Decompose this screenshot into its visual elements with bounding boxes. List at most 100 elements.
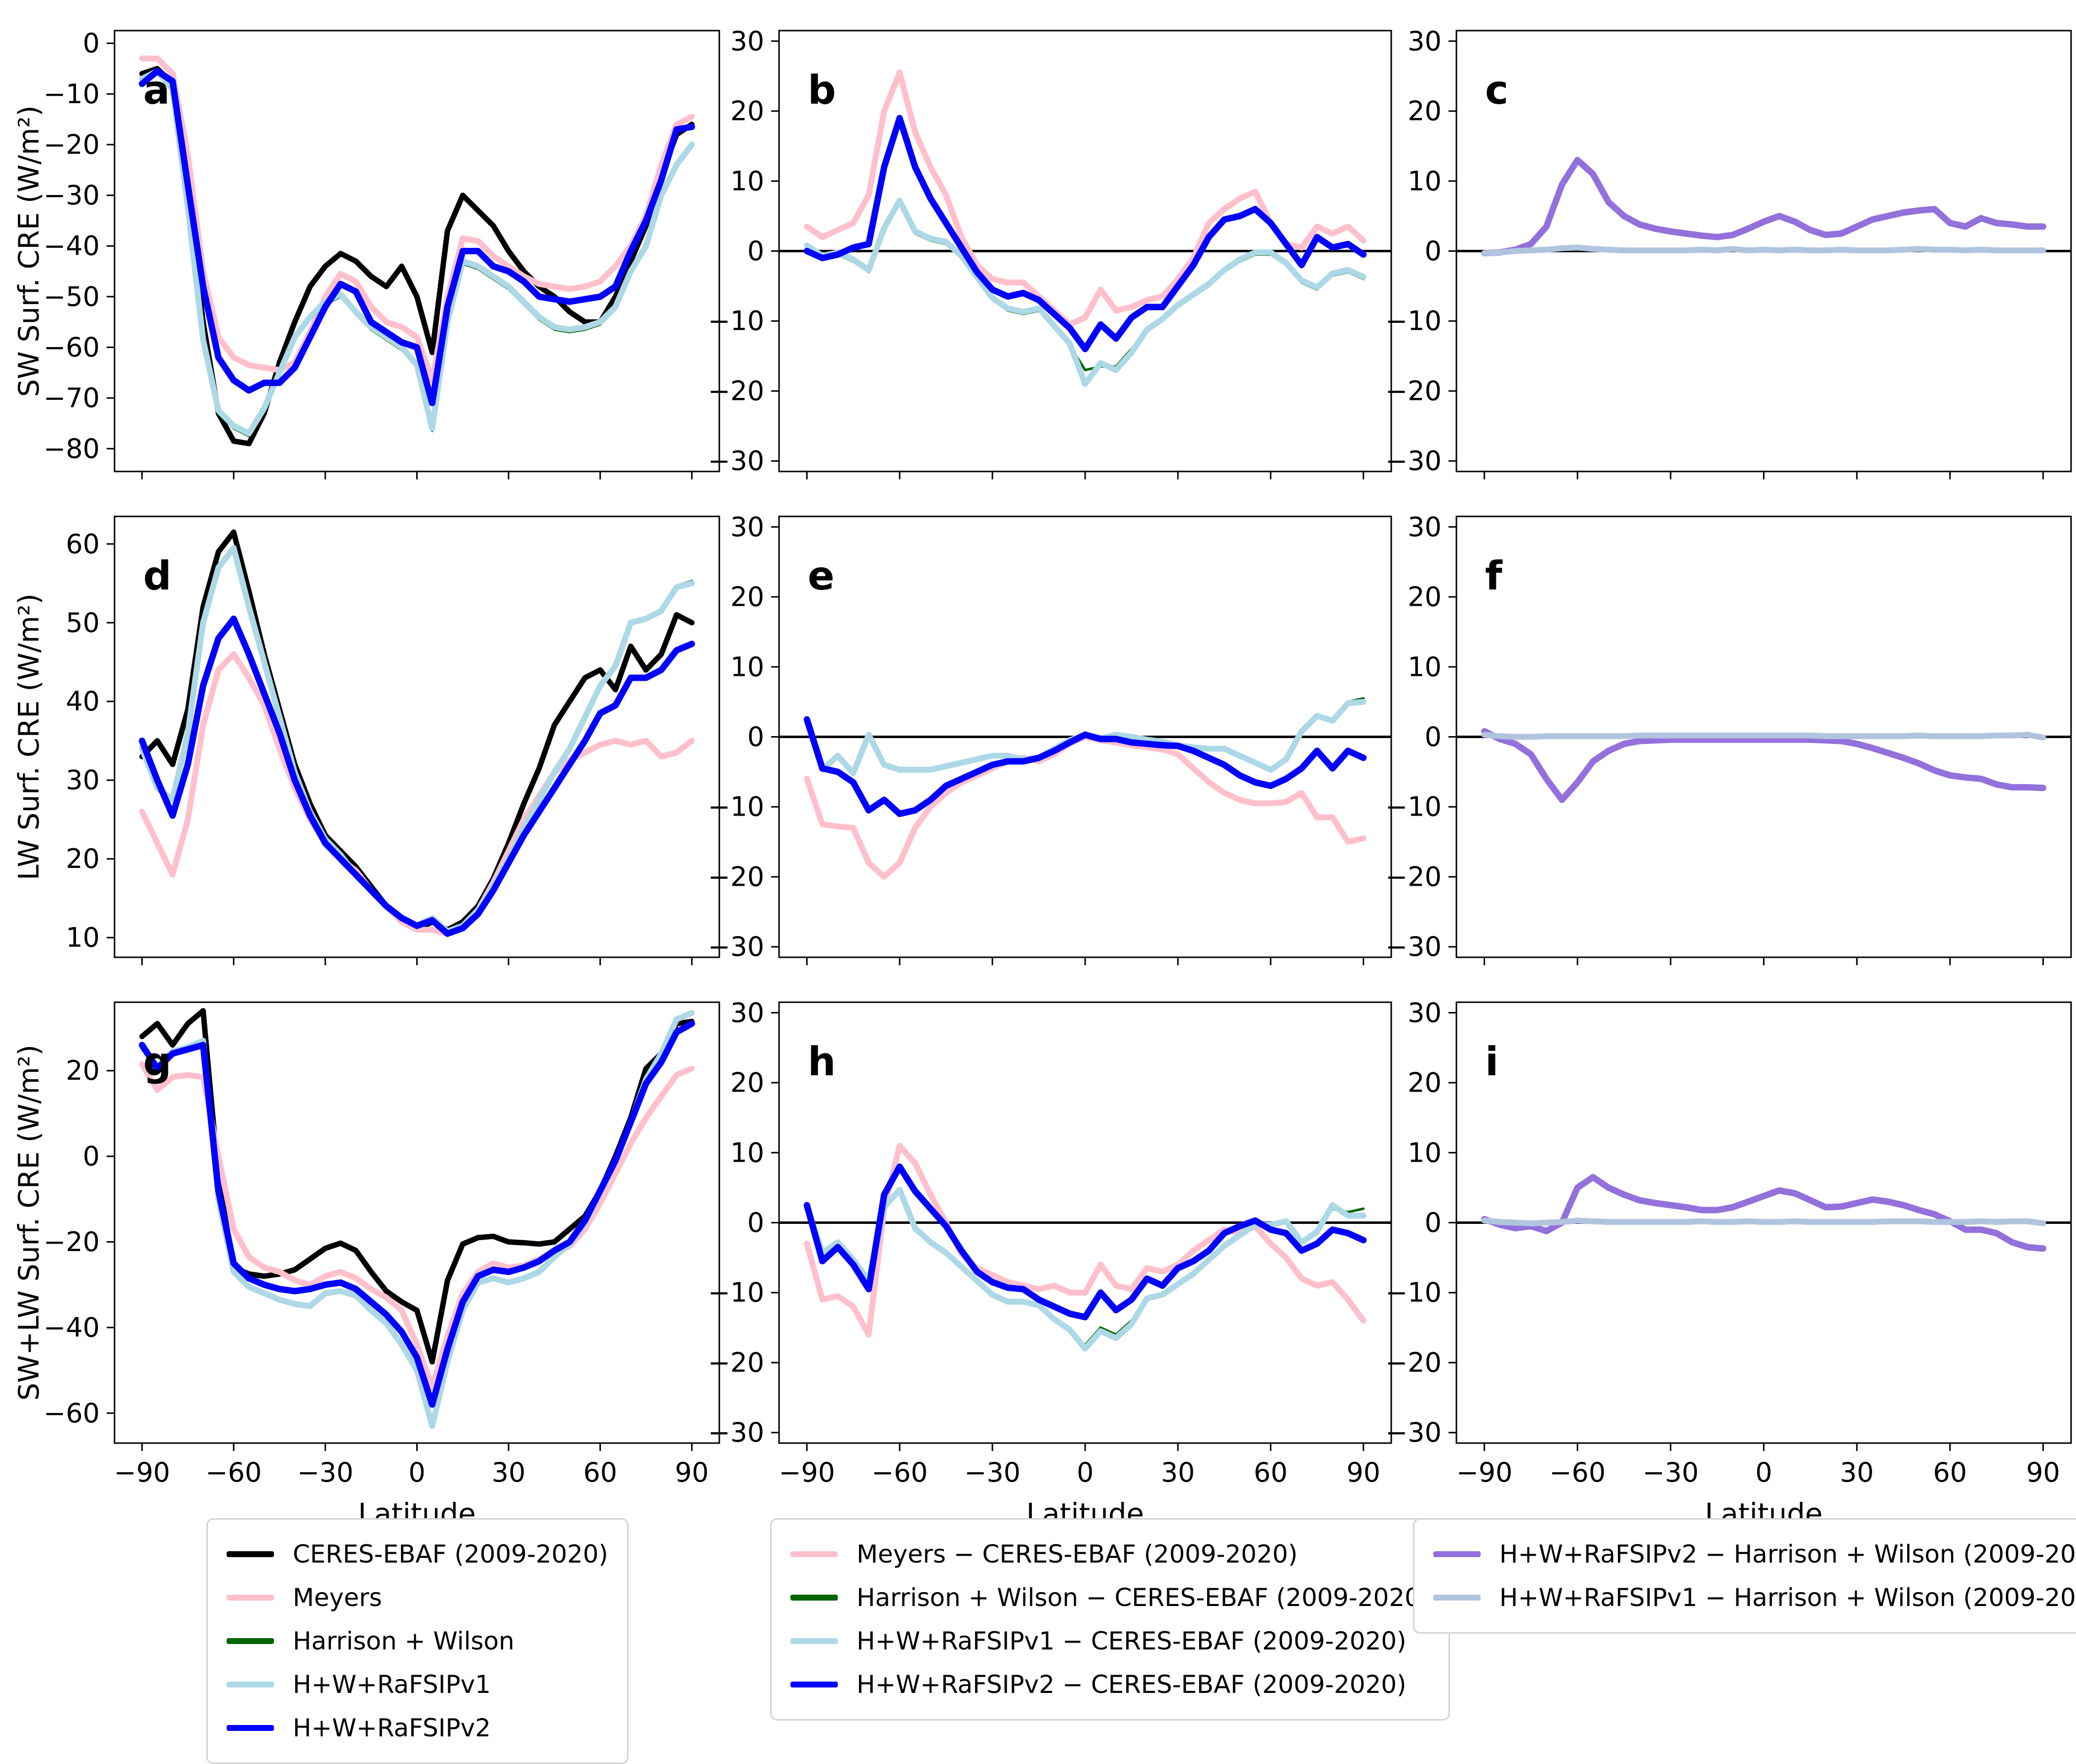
y-tick-label: −40 — [43, 1312, 100, 1343]
panel-e-lw-cre-diff-chart: 30 20 10 0 −10 −20 −30 e — [708, 511, 1392, 965]
chart-svg-h: 30 20 10 0 −10 −20 −30 −90 −60 −30 0 30 60 90 h — [708, 997, 1392, 1488]
y-tick-label: −30 — [1385, 445, 1442, 476]
legend-label: Harrison + Wilson − CERES-EBAF (2009-202… — [857, 1583, 1430, 1612]
series-line-v1_minus_ceres — [804, 197, 1367, 387]
panel-letter-d: d — [143, 553, 171, 599]
series-line-harrison_wilson — [141, 545, 693, 931]
y-tick-label: 20 — [1408, 1067, 1442, 1098]
series-line-v1_minus_hw — [1481, 1217, 2046, 1226]
y-tick-label: 0 — [1425, 1207, 1442, 1238]
y-tick-label: −20 — [1385, 1347, 1442, 1378]
series-line-v1_minus_hw — [1481, 244, 2046, 256]
series-line-hw_minus_ceres — [805, 1190, 1365, 1347]
legend-entry: Meyers — [227, 1576, 608, 1619]
x-tick-label: −30 — [297, 1457, 353, 1488]
legend-label: CERES-EBAF (2009-2020) — [293, 1540, 608, 1568]
legend-label: Harrison + Wilson — [293, 1627, 514, 1655]
y-tick-label: −40 — [43, 231, 100, 262]
y-tick-label: 10 — [730, 1137, 764, 1168]
y-tick-label: 10 — [730, 165, 764, 196]
legend-entry: H+W+RaFSIPv1 − CERES-EBAF (2009-2020) — [790, 1619, 1430, 1663]
x-tick-label: −60 — [1549, 1457, 1606, 1488]
x-tick-label: 0 — [408, 1457, 425, 1488]
legend-label: H+W+RaFSIPv1 − Harrison + Wilson (2009-2… — [1499, 1583, 2076, 1612]
panel-b-sw-cre-diff-chart: 30 20 10 0 −10 −20 −30 b — [708, 26, 1392, 479]
y-tick-label: 20 — [730, 582, 764, 613]
legend-hw-differences: H+W+RaFSIPv2 − Harrison + Wilson (2009-2… — [1413, 1518, 2076, 1634]
x-tick-label: 0 — [1755, 1457, 1772, 1488]
y-tick-label: −20 — [1385, 861, 1442, 892]
legend-line-swatch — [227, 1725, 274, 1731]
y-tick-label: 20 — [66, 1055, 100, 1086]
legend-label: H+W+RaFSIPv1 − CERES-EBAF (2009-2020) — [857, 1627, 1407, 1655]
legend-label: H+W+RaFSIPv1 — [293, 1670, 491, 1699]
y-tick-label: −80 — [43, 433, 100, 464]
y-tick-label: 30 — [730, 26, 764, 57]
y-tick-label: 30 — [730, 997, 764, 1028]
y-tick-label: 0 — [1425, 721, 1442, 752]
y-tick-label: 30 — [66, 765, 100, 796]
y-tick-label: 60 — [66, 528, 100, 559]
legend-label: H+W+RaFSIPv2 − Harrison + Wilson (2009-2… — [1499, 1540, 2076, 1568]
x-tick-label: −60 — [205, 1457, 262, 1488]
x-tick-label: −90 — [779, 1457, 835, 1488]
y-tick-label: −70 — [43, 383, 100, 414]
y-tick-label: 30 — [1408, 26, 1442, 57]
y-tick-label: 40 — [66, 686, 100, 717]
panel-d-lw-cre-chart: 60 50 40 30 20 10 d — [66, 515, 720, 965]
y-tick-label: −30 — [708, 1417, 764, 1448]
chart-svg-f: 30 20 10 0 −10 −20 −30 f — [1385, 511, 2072, 965]
series-line-rafsip_v2 — [139, 68, 695, 406]
chart-svg-i: 30 20 10 0 −10 −20 −30 −90 −60 −30 0 30 60 90 i — [1385, 997, 2072, 1488]
chart-svg-a: 0 −10 −20 −30 −40 −50 −60 −70 −80 a — [43, 28, 720, 479]
x-tick-label: 60 — [1933, 1457, 1967, 1488]
y-tick-label: −60 — [43, 332, 100, 363]
legend-label: Meyers − CERES-EBAF (2009-2020) — [857, 1540, 1298, 1568]
legend-entry: H+W+RaFSIPv2 − Harrison + Wilson (2009-2… — [1433, 1532, 2076, 1576]
y-tick-label: 30 — [1408, 511, 1442, 543]
chart-svg-e: 30 20 10 0 −10 −20 −30 e — [708, 511, 1392, 965]
x-tick-label: −90 — [1456, 1457, 1513, 1488]
y-tick-label: 0 — [747, 721, 764, 752]
y-tick-label: −50 — [43, 281, 100, 312]
y-tick-label: 20 — [1408, 96, 1442, 127]
legend-entry: Harrison + Wilson − CERES-EBAF (2009-202… — [790, 1576, 1430, 1619]
panel-a-sw-cre-chart: 0 −10 −20 −30 −40 −50 −60 −70 −80 a — [43, 28, 720, 479]
panel-letter-g: g — [143, 1039, 171, 1085]
panel-i-swlw-cre-hwdiff-chart: 30 20 10 0 −10 −20 −30 −90 −60 −30 0 30 60 90 i — [1385, 997, 2072, 1488]
legend-line-swatch — [227, 1682, 274, 1687]
series-line-ceres — [139, 529, 695, 933]
y-tick-label: 0 — [1425, 235, 1442, 267]
y-tick-label: −10 — [708, 306, 764, 337]
x-tick-label: −90 — [114, 1457, 170, 1488]
y-tick-label: 0 — [747, 1207, 764, 1238]
y-tick-label: 20 — [730, 96, 764, 127]
y-tick-label: −10 — [1385, 1277, 1442, 1308]
series-line-meyers — [139, 55, 695, 384]
y-tick-label: 10 — [66, 922, 100, 953]
legend-entry: H+W+RaFSIPv1 — [227, 1663, 608, 1706]
y-tick-label: −30 — [708, 931, 764, 962]
y-axis-label-swlw-cre: SW+LW Surf. CRE (W/m²) — [13, 1044, 45, 1401]
y-axis-label-lw-cre: LW Surf. CRE (W/m²) — [13, 593, 45, 880]
y-tick-label: −30 — [1385, 1417, 1442, 1448]
y-tick-label: 20 — [730, 1067, 764, 1098]
chart-svg-c: 30 20 10 0 −10 −20 −30 c — [1385, 26, 2072, 479]
panel-g-swlw-cre-chart: 20 0 −20 −40 −60 −90 −60 −30 0 30 60 90 g — [43, 1001, 720, 1488]
legend-entry: H+W+RaFSIPv2 — [227, 1706, 608, 1750]
y-tick-label: 10 — [1408, 651, 1442, 682]
y-tick-label: −10 — [43, 78, 100, 110]
series-line-v2_minus_ceres — [803, 716, 1367, 817]
series-line-v2_minus_ceres — [803, 115, 1367, 353]
x-tick-label: 30 — [1840, 1457, 1874, 1488]
series-line-ceres — [139, 66, 695, 446]
legend-line-swatch — [790, 1638, 838, 1644]
y-tick-label: −30 — [43, 180, 100, 211]
legend-entry: Meyers − CERES-EBAF (2009-2020) — [790, 1532, 1430, 1576]
x-tick-label: 30 — [492, 1457, 526, 1488]
panel-f-lw-cre-hwdiff-chart: 30 20 10 0 −10 −20 −30 f — [1385, 511, 2072, 965]
y-tick-label: −10 — [708, 1277, 764, 1308]
legend-ceres-differences: Meyers − CERES-EBAF (2009-2020) Harrison … — [770, 1518, 1450, 1721]
legend-label: H+W+RaFSIPv2 − CERES-EBAF (2009-2020) — [857, 1670, 1407, 1699]
y-tick-label: −20 — [43, 129, 100, 160]
